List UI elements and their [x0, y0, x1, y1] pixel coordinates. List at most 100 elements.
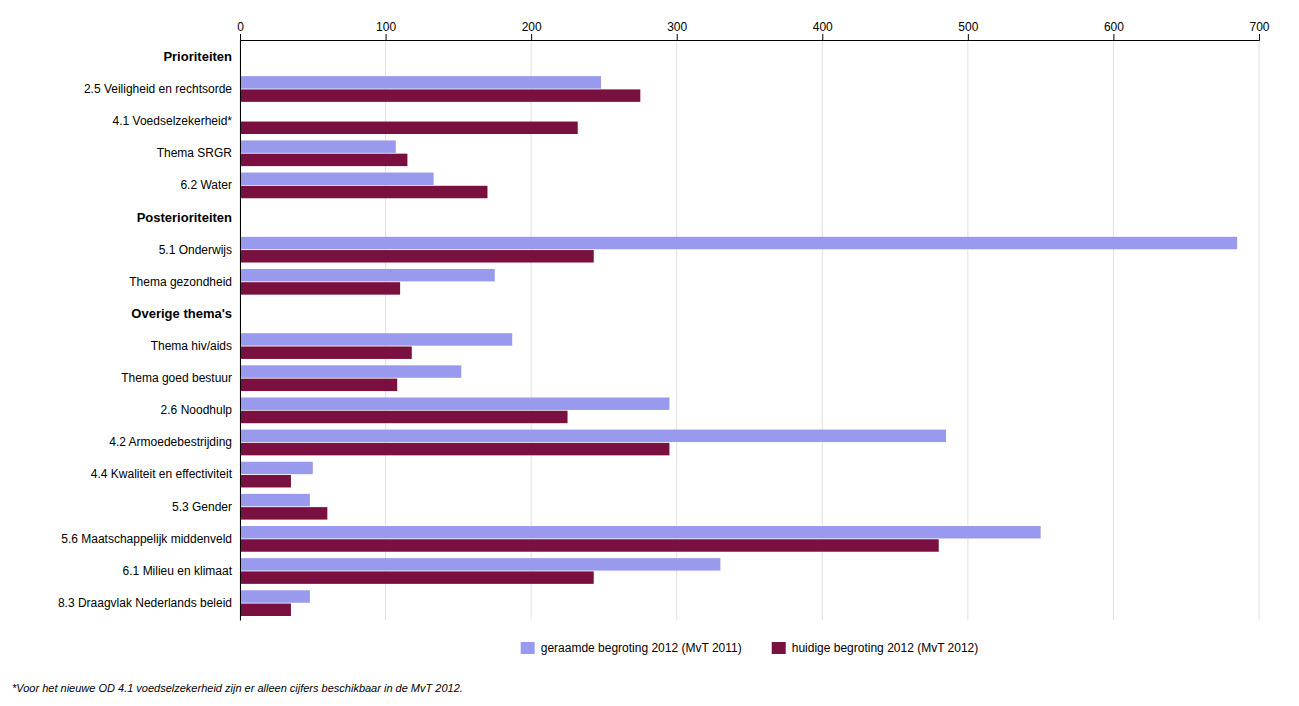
grid [240, 40, 1259, 620]
bar [240, 507, 327, 519]
bar [240, 590, 310, 602]
y-tick-label: Thema hiv/aids [151, 339, 232, 353]
x-tick-label: 100 [376, 20, 396, 34]
x-tick: 400 [813, 20, 833, 40]
y-tick: 4.4 Kwaliteit en effectiviteit [91, 467, 240, 481]
x-tick-mark [531, 34, 532, 40]
legend-item: geraamde begroting 2012 (MvT 2011) [521, 641, 742, 655]
x-tick-mark [677, 34, 678, 40]
y-tick-label: 4.2 Armoedebestrijding [109, 435, 232, 449]
y-tick-label: 4.4 Kwaliteit en effectiviteit [91, 467, 233, 481]
bar [240, 539, 939, 551]
legend-label: huidige begroting 2012 (MvT 2012) [792, 641, 979, 655]
y-tick-label: 5.1 Onderwijs [159, 243, 232, 257]
bar [240, 558, 720, 570]
bar [240, 173, 434, 185]
legend-swatch [772, 642, 786, 654]
bar [240, 411, 568, 423]
y-tick: Thema hiv/aids [151, 339, 240, 353]
y-tick-label: 2.6 Noodhulp [161, 403, 233, 417]
bar [240, 154, 407, 166]
x-tick: 300 [667, 20, 687, 40]
y-tick: 2.6 Noodhulp [161, 403, 240, 417]
x-tick-mark [1113, 34, 1114, 40]
y-tick-label: 6.2 Water [180, 178, 232, 192]
x-tick: 600 [1104, 20, 1124, 40]
y-tick: 4.1 Voedselzekerheid* [113, 114, 240, 128]
section-headers: PrioriteitenPosterioriteitenOverige them… [131, 49, 232, 321]
y-tick: Thema goed bestuur [121, 371, 240, 385]
x-tick-label: 400 [813, 20, 833, 34]
chart-svg: 0 100 200 300 400 500 600 700 2.5 Veiligheid en … [0, 0, 1299, 706]
legend-swatch [521, 642, 535, 654]
bar [240, 379, 397, 391]
bar [240, 462, 313, 474]
x-tick-mark [1259, 34, 1260, 40]
bar [240, 89, 640, 101]
bar [240, 430, 946, 442]
x-tick-mark [822, 34, 823, 40]
x-axis: 0 100 200 300 400 500 600 700 [237, 20, 1270, 41]
x-tick: 500 [958, 20, 978, 40]
series-bars [240, 89, 939, 616]
bar [240, 443, 669, 455]
chart-container: 0 100 200 300 400 500 600 700 2.5 Veiligheid en … [0, 0, 1299, 706]
section-header: Overige thema's [131, 306, 232, 321]
bar [240, 269, 495, 281]
bar [240, 122, 578, 134]
y-tick: 8.3 Draagvlak Nederlands beleid [58, 596, 240, 610]
x-tick-label: 600 [1104, 20, 1124, 34]
bar [240, 494, 310, 506]
y-tick: 5.3 Gender [172, 500, 240, 514]
y-tick: 5.1 Onderwijs [159, 243, 240, 257]
bar [240, 397, 669, 409]
y-tick: Thema SRGR [157, 146, 240, 160]
x-tick: 200 [522, 20, 542, 40]
bar [240, 571, 594, 583]
bar [240, 526, 1041, 538]
x-tick-label: 300 [667, 20, 687, 34]
legend-item: huidige begroting 2012 (MvT 2012) [772, 641, 979, 655]
bar [240, 250, 594, 262]
grid-line [240, 40, 241, 620]
y-tick-label: 4.1 Voedselzekerheid* [113, 114, 233, 128]
plot: 0 100 200 300 400 500 600 700 2.5 Veiligheid en … [58, 20, 1270, 621]
bar [240, 186, 487, 198]
y-tick-label: Thema gezondheid [129, 275, 232, 289]
y-tick: 2.5 Veiligheid en rechtsorde [84, 82, 240, 96]
x-tick: 100 [376, 20, 396, 40]
y-axis-line [240, 41, 241, 621]
y-tick: 4.2 Armoedebestrijding [109, 435, 240, 449]
x-tick-label: 700 [1249, 20, 1269, 34]
section-header: Posterioriteiten [137, 210, 232, 225]
x-tick: 0 [237, 20, 244, 40]
grid-line [1113, 40, 1114, 620]
legend-label: geraamde begroting 2012 (MvT 2011) [541, 641, 742, 655]
y-tick: 6.1 Milieu en klimaat [123, 564, 240, 578]
x-tick-mark [240, 34, 241, 40]
bar [240, 604, 291, 616]
bar [240, 346, 412, 358]
grid-line [1259, 40, 1260, 620]
x-tick-label: 500 [958, 20, 978, 34]
legend: geraamde begroting 2012 (MvT 2011) huidig… [521, 641, 979, 655]
y-tick-label: 5.3 Gender [172, 500, 232, 514]
y-tick: 6.2 Water [180, 178, 240, 192]
x-tick-label: 200 [522, 20, 542, 34]
y-tick-label: Thema SRGR [157, 146, 233, 160]
x-axis-line [241, 34, 1260, 41]
y-tick-label: Thema goed bestuur [121, 371, 232, 385]
series-bars [240, 76, 1237, 603]
bar [240, 282, 400, 294]
y-tick: 5.6 Maatschappelijk middenveld [61, 532, 240, 546]
y-tick-label: 2.5 Veiligheid en rechtsorde [84, 82, 232, 96]
y-tick: Thema gezondheid [129, 275, 240, 289]
bar [240, 237, 1237, 249]
x-tick: 700 [1249, 20, 1269, 40]
y-tick-label: 8.3 Draagvlak Nederlands beleid [58, 596, 232, 610]
y-tick-label: 5.6 Maatschappelijk middenveld [61, 532, 232, 546]
y-tick-label: 6.1 Milieu en klimaat [123, 564, 233, 578]
bar [240, 140, 396, 152]
x-tick-mark [386, 34, 387, 40]
x-tick-mark [968, 34, 969, 40]
